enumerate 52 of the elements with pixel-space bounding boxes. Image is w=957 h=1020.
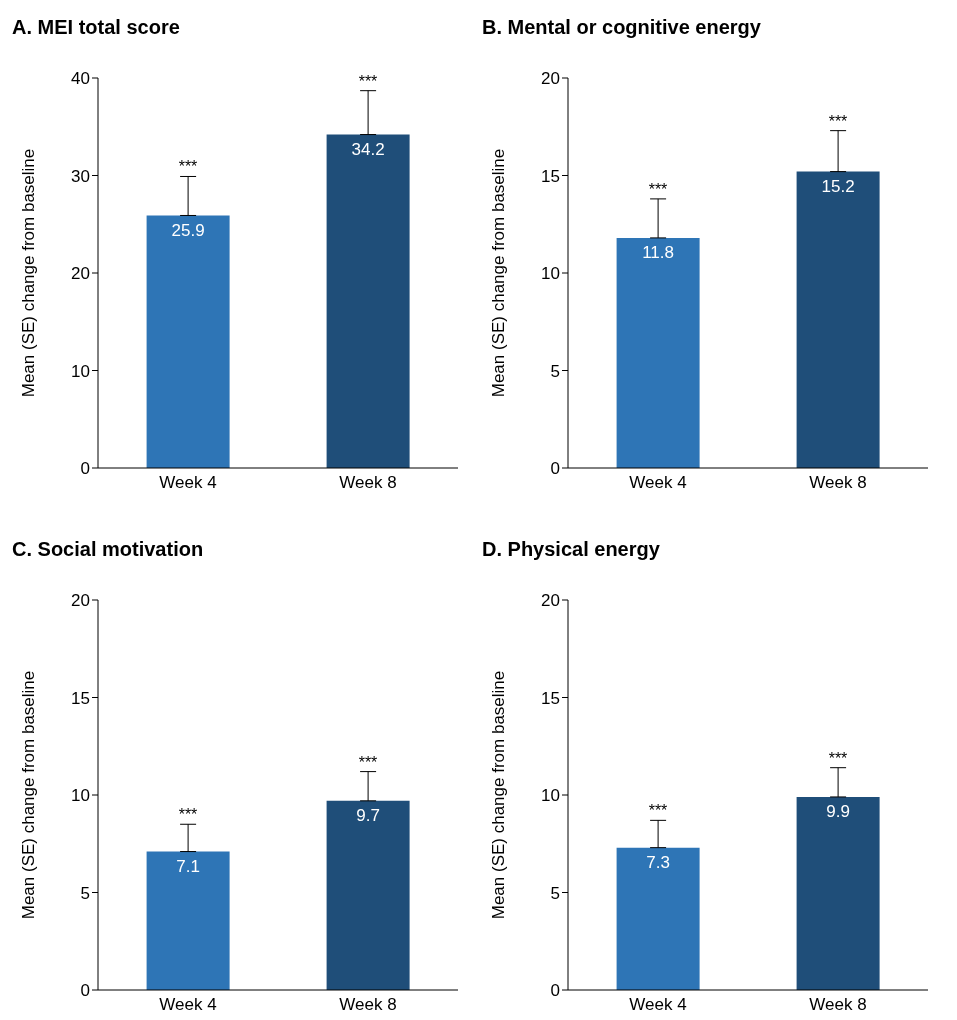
data-label: 25.9 bbox=[171, 220, 205, 240]
data-label: 7.3 bbox=[646, 852, 670, 872]
y-axis-title: Mean (SE) change from baseline bbox=[489, 670, 509, 920]
y-tick-label: 10 bbox=[71, 361, 90, 381]
annotation: *** bbox=[358, 753, 378, 771]
x-tick-label: Week 8 bbox=[809, 473, 867, 493]
y-tick-label: 5 bbox=[80, 883, 90, 903]
y-tick-label: 15 bbox=[71, 688, 90, 708]
y-tick-label: 10 bbox=[541, 264, 560, 284]
data-label: 7.1 bbox=[176, 856, 200, 876]
data-label: 34.2 bbox=[351, 139, 385, 159]
data-label: 9.7 bbox=[356, 805, 380, 825]
x-tick-label: Week 8 bbox=[809, 995, 867, 1015]
annotation: *** bbox=[828, 112, 848, 130]
x-tick-label: Week 4 bbox=[159, 473, 217, 493]
y-tick-label: 5 bbox=[550, 361, 560, 381]
y-tick-label: 20 bbox=[71, 264, 90, 284]
annotation: *** bbox=[648, 802, 668, 820]
x-tick-label: Week 4 bbox=[159, 995, 217, 1015]
y-tick-label: 0 bbox=[80, 981, 90, 1001]
annotation: *** bbox=[178, 806, 198, 824]
annotation: *** bbox=[178, 158, 198, 176]
chart-title: A. MEI total score bbox=[12, 16, 180, 39]
y-tick-label: 20 bbox=[541, 69, 560, 89]
y-tick-label: 10 bbox=[541, 786, 560, 806]
y-axis-title: Mean (SE) change from baseline bbox=[489, 148, 509, 398]
y-tick-label: 0 bbox=[80, 459, 90, 479]
x-tick-label: Week 8 bbox=[339, 995, 397, 1015]
y-tick-label: 40 bbox=[71, 69, 90, 89]
chart-title: D. Physical energy bbox=[482, 538, 660, 561]
y-axis-title: Mean (SE) change from baseline bbox=[19, 148, 39, 398]
y-tick-label: 10 bbox=[71, 786, 90, 806]
annotation: *** bbox=[648, 180, 668, 198]
y-tick-label: 0 bbox=[550, 459, 560, 479]
y-tick-label: 15 bbox=[541, 166, 560, 186]
x-tick-label: Week 8 bbox=[339, 473, 397, 493]
annotation: *** bbox=[828, 749, 848, 767]
chart-title: C. Social motivation bbox=[12, 538, 204, 561]
data-label: 9.9 bbox=[826, 802, 850, 822]
x-tick-label: Week 4 bbox=[629, 473, 687, 493]
chart-title: B. Mental or cognitive energy bbox=[482, 16, 761, 39]
y-tick-label: 15 bbox=[541, 688, 560, 708]
annotation: *** bbox=[358, 72, 378, 90]
y-tick-label: 30 bbox=[71, 166, 90, 186]
data-label: 15.2 bbox=[821, 176, 855, 196]
y-tick-label: 0 bbox=[550, 981, 560, 1001]
y-tick-label: 20 bbox=[541, 591, 560, 611]
data-label: 11.8 bbox=[642, 242, 675, 262]
y-tick-label: 20 bbox=[71, 591, 90, 611]
y-axis-title: Mean (SE) change from baseline bbox=[19, 670, 39, 920]
x-tick-label: Week 4 bbox=[629, 995, 687, 1015]
y-tick-label: 5 bbox=[550, 883, 560, 903]
